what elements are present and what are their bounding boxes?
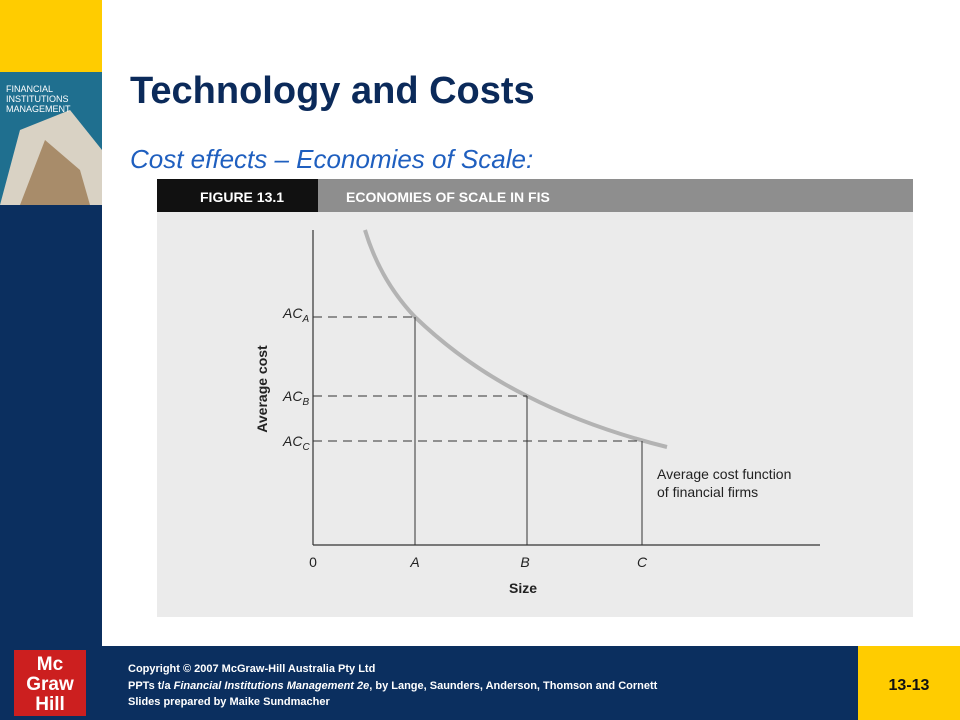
y-label-main: AC [282,433,303,449]
annotation: of financial firms [657,484,758,500]
x-label: A [409,554,419,570]
cover-text: MANAGEMENT [6,104,71,114]
slide-title: Technology and Costs [130,70,535,112]
footer [0,646,960,720]
logo-text: Hill [35,694,65,715]
credit: PPTs t/a Financial Institutions Manageme… [128,680,658,692]
y-label: ACC [282,433,310,453]
x-label: B [520,554,529,570]
book-cover: FINANCIAL INSTITUTIONS MANAGEMENT [0,72,102,205]
slide-number: 13-13 [889,677,930,694]
cover-shape [20,140,90,205]
y-label: ACB [282,388,309,408]
cover-text: INSTITUTIONS [6,94,69,104]
figure-label: FIGURE 13.1 [200,189,284,205]
y-label: ACA [282,305,309,325]
y-label-sub: B [302,397,309,408]
slide-subtitle: Cost effects – Economies of Scale: [130,144,533,174]
copyright: Copyright © 2007 McGraw-Hill Australia P… [128,663,375,675]
y-axis-title: Average cost [254,345,270,433]
credit-prefix: PPTs t/a [128,680,174,692]
logo-text: Mc [37,654,64,675]
y-label-sub: A [301,314,309,325]
x-label: 0 [309,554,317,570]
logo-bg [14,650,86,716]
y-label-main: AC [282,388,303,404]
x-label: C [637,554,648,570]
figure-label-bg [157,179,318,212]
logo-text: Graw [26,674,74,695]
annotation: Average cost function [657,466,791,482]
credit-book: Financial Institutions Management 2e [174,680,370,692]
y-label-main: AC [282,305,303,321]
figure: FIGURE 13.1 ECONOMIES OF SCALE IN FIS AC… [157,179,913,617]
sidebar-accent [0,0,102,72]
x-axis-title: Size [509,580,537,596]
cost-curve [363,229,668,449]
credit-suffix: , by Lange, Saunders, Anderson, Thomson … [369,680,657,692]
figure-title: ECONOMIES OF SCALE IN FIS [346,189,550,205]
cover-text: FINANCIAL [6,84,53,94]
y-label-sub: C [302,442,310,453]
prepared-by: Slides prepared by Maike Sundmacher [128,696,330,708]
slide-number-bg [858,646,960,720]
